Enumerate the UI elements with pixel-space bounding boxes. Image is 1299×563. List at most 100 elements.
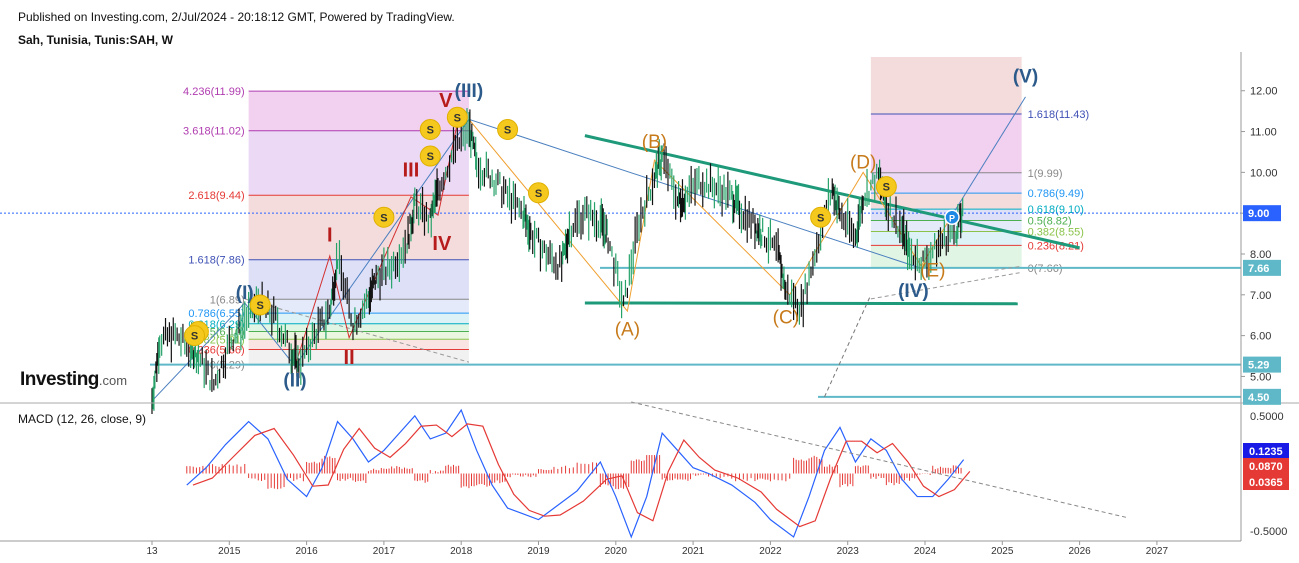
wave-label: (V) bbox=[1013, 67, 1038, 88]
investing-logo: Investing.com bbox=[20, 369, 128, 390]
s-marker-letter: S bbox=[427, 125, 434, 137]
macd-y-tick-label: -0.5000 bbox=[1250, 526, 1287, 538]
price-badge bbox=[1243, 205, 1281, 222]
fib-right-zone bbox=[870, 172, 1022, 194]
macd-badge-label: 0.0870 bbox=[1249, 461, 1283, 473]
s-marker-icon[interactable]: S bbox=[373, 206, 395, 228]
fib-left-level-label: 1(6.89) bbox=[210, 294, 245, 306]
wave-label: IV bbox=[432, 233, 452, 255]
x-tick-label: 2025 bbox=[991, 546, 1014, 557]
y-tick-label: 12.00 bbox=[1250, 86, 1278, 98]
wave-label: (E) bbox=[920, 260, 945, 281]
fib-left-level-label: 0.786(6.55) bbox=[188, 308, 244, 320]
s-marker-icon[interactable]: S bbox=[249, 294, 271, 316]
s-marker-icon[interactable]: S bbox=[419, 119, 441, 141]
fib-left-zone bbox=[248, 299, 469, 314]
fib-left-zone bbox=[248, 259, 469, 300]
macd-badge bbox=[1243, 443, 1289, 459]
p-marker-icon[interactable] bbox=[944, 209, 960, 226]
s-marker-letter: S bbox=[257, 300, 264, 312]
fib-right-level-label: 0.382(8.55) bbox=[1028, 227, 1084, 239]
s-marker-letter: S bbox=[454, 112, 461, 124]
wave-label: (B) bbox=[642, 132, 667, 153]
macd-line bbox=[186, 408, 965, 539]
fib-right-level-label: 1(9.99) bbox=[1028, 168, 1063, 180]
s-marker-circle bbox=[184, 325, 206, 347]
x-tick-label: 2016 bbox=[295, 546, 318, 557]
s-marker-circle bbox=[373, 206, 395, 228]
s-marker-icon[interactable]: S bbox=[528, 182, 549, 204]
s-marker-circle bbox=[875, 176, 897, 198]
fib-right-level-label: 1.618(11.43) bbox=[1028, 109, 1090, 121]
s-marker-circle bbox=[419, 119, 441, 141]
wave-label: V bbox=[439, 90, 453, 112]
price-badge-label: 4.50 bbox=[1248, 392, 1269, 404]
signal-line bbox=[192, 423, 971, 528]
s-marker-icon[interactable]: S bbox=[184, 325, 206, 347]
wave-label: (II) bbox=[283, 371, 306, 392]
s-marker-circle bbox=[446, 106, 468, 128]
y-tick-label: 7.00 bbox=[1250, 290, 1271, 302]
price-badge bbox=[1243, 259, 1281, 276]
fib-right-zone bbox=[870, 220, 1022, 232]
y-tick-label: 8.00 bbox=[1250, 249, 1271, 261]
s-marker-circle bbox=[810, 206, 832, 228]
x-tick-label: 2023 bbox=[837, 546, 860, 557]
x-tick-label: 2021 bbox=[682, 546, 705, 557]
fib-left-level-label: 4.236(11.99) bbox=[183, 86, 245, 98]
wave-label: (IV) bbox=[898, 281, 929, 302]
macd-badge bbox=[1243, 458, 1289, 474]
dashed-line bbox=[994, 265, 1022, 271]
fib-right-level-label: 0.618(9.10) bbox=[1028, 204, 1084, 216]
fib-right-level-label: 0.236(8.21) bbox=[1028, 240, 1084, 252]
fib-right-zone bbox=[870, 193, 1022, 210]
symbol-title: Sah, Tunisia, Tunis:SAH, W bbox=[18, 33, 173, 47]
macd-badge bbox=[1243, 474, 1289, 490]
x-tick-label: 2018 bbox=[450, 546, 473, 557]
dashed-line bbox=[244, 298, 470, 363]
s-marker-letter: S bbox=[883, 182, 890, 194]
wave-label: (I) bbox=[236, 283, 254, 304]
wave-label: I bbox=[327, 225, 333, 247]
fib-left-level-label: 2.618(9.44) bbox=[188, 190, 244, 202]
y-tick-label: 10.00 bbox=[1250, 167, 1278, 179]
macd-layer bbox=[186, 401, 1127, 539]
fib-left-zone bbox=[248, 339, 469, 350]
x-tick-label: 2027 bbox=[1146, 546, 1169, 557]
s-marker-icon[interactable]: S bbox=[497, 119, 519, 141]
wave-projection-line bbox=[951, 96, 1026, 216]
dashed-line bbox=[824, 294, 872, 398]
fib-right-level-label: 0.786(9.49) bbox=[1028, 188, 1084, 200]
published-caption: Published on Investing.com, 2/Jul/2024 -… bbox=[18, 10, 455, 24]
fib-right-level-label: 0.5(8.82) bbox=[1028, 216, 1072, 228]
s-marker-circle bbox=[497, 119, 519, 141]
p-marker-letter: P bbox=[949, 213, 955, 223]
x-tick-label: 2019 bbox=[527, 546, 550, 557]
macd-badge-label: 0.1235 bbox=[1249, 446, 1283, 458]
wave-label: II bbox=[344, 347, 355, 369]
macd-title: MACD (12, 26, close, 9) bbox=[18, 412, 147, 426]
s-marker-icon[interactable]: S bbox=[875, 176, 897, 198]
wave-label: (III) bbox=[455, 81, 484, 102]
s-marker-icon[interactable]: S bbox=[419, 145, 441, 167]
price-badge bbox=[1243, 388, 1281, 405]
fib-right-zone bbox=[870, 57, 1022, 114]
price-badge-label: 9.00 bbox=[1248, 208, 1269, 220]
s-marker-icon[interactable]: S bbox=[446, 106, 468, 128]
macd-dashed-line bbox=[631, 401, 1127, 518]
x-tick-label: 2015 bbox=[218, 546, 241, 557]
s-marker-letter: S bbox=[380, 212, 387, 224]
wave-path-minor bbox=[294, 123, 458, 367]
x-tick-label: 2024 bbox=[914, 546, 937, 557]
s-marker-icon[interactable]: S bbox=[810, 206, 832, 228]
x-tick-label: 2026 bbox=[1068, 546, 1091, 557]
s-marker-letter: S bbox=[535, 188, 542, 200]
macd-y-tick-label: 0.5000 bbox=[1250, 411, 1284, 423]
fib-left-zone bbox=[248, 349, 469, 365]
s-marker-circle bbox=[528, 182, 549, 204]
fib-left-level-label: 0.5(6.10) bbox=[201, 327, 245, 339]
y-tick-label: 6.00 bbox=[1250, 331, 1271, 343]
labels-layer: (I)(II)(III)(IV)(V)IIIIIIIVV(A)(B)(C)(D)… bbox=[184, 67, 1038, 392]
price-badge bbox=[1243, 356, 1281, 373]
